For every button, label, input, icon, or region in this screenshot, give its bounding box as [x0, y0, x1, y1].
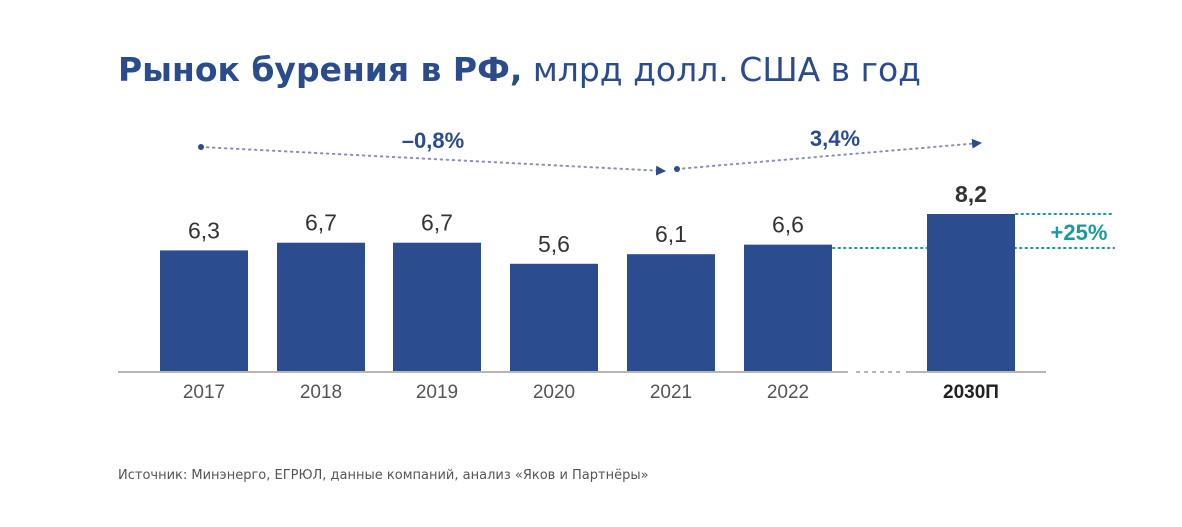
source-note: Источник: Минэнерго, ЕГРЮЛ, данные компа… [118, 468, 649, 483]
tick-label-2019: 2019 [416, 382, 458, 403]
trend-line-2017-2021 [200, 146, 666, 176]
tick-label-2017: 2017 [183, 382, 225, 403]
value-label-2022: 6,6 [772, 212, 804, 238]
bar-2030П [927, 214, 1015, 371]
chart-title-units: млрд долл. США в год [522, 50, 921, 89]
trend-start-dot-2021 [674, 166, 680, 172]
value-label-2019: 6,7 [421, 210, 453, 236]
bars-group: 6,3 2017 6,7 2018 6,7 2019 5,6 2020 6,1 2021 6,6 20… [160, 181, 1015, 403]
tick-label-2030П: 2030П [943, 382, 999, 403]
bar-2019 [393, 242, 481, 371]
bar-2017 [160, 250, 248, 371]
tick-label-2022: 2022 [767, 382, 809, 403]
tick-label-2021: 2021 [650, 382, 692, 403]
value-label-2017: 6,3 [188, 217, 220, 243]
chart-title-bold: Рынок бурения в РФ, [118, 50, 523, 89]
bar-2020 [510, 263, 598, 371]
bar-2021 [627, 254, 715, 371]
trend-label-2017-2021: –0,8% [402, 128, 464, 153]
trend-label-2021-2030: 3,4% [810, 126, 860, 151]
trend-start-dot-2017 [198, 144, 204, 150]
tick-label-2020: 2020 [533, 382, 575, 403]
chart-title: Рынок бурения в РФ, млрд долл. США в год [118, 48, 921, 92]
growth-label-2022-2030: +25% [1051, 220, 1108, 245]
value-label-2020: 5,6 [538, 231, 570, 257]
trend-line-2021-2030 [676, 138, 982, 170]
value-label-2030П: 8,2 [955, 181, 987, 207]
tick-label-2018: 2018 [300, 382, 342, 403]
bar-2022 [744, 244, 832, 371]
value-label-2018: 6,7 [305, 210, 337, 236]
value-label-2021: 6,1 [655, 221, 687, 247]
bar-2018 [277, 242, 365, 371]
